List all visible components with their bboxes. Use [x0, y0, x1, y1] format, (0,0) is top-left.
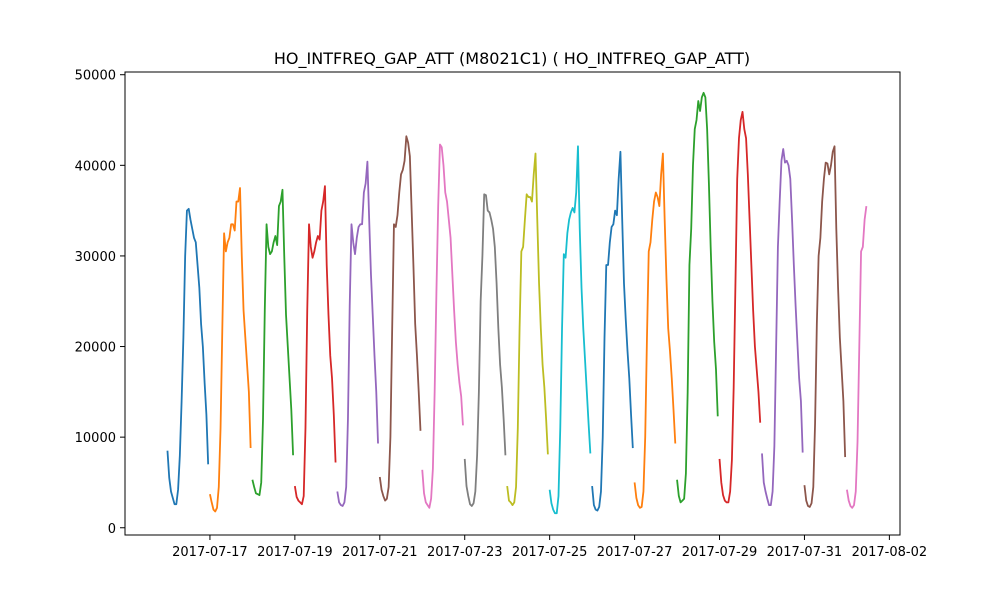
x-tick-label: 2017-07-19 [257, 545, 333, 560]
x-tick-label: 2017-07-31 [767, 545, 843, 560]
series-line-15 [761, 148, 804, 507]
y-axis: 0 10000 20000 30000 40000 50000 [75, 69, 125, 537]
series-line-10 [548, 145, 592, 515]
x-tick-label: 2017-07-27 [597, 545, 673, 560]
x-tick-label: 2017-07-23 [427, 545, 503, 560]
series-line-1 [166, 207, 210, 506]
series-line-14 [718, 110, 762, 504]
series-line-17 [846, 205, 868, 509]
x-tick-label: 2017-08-02 [852, 545, 928, 560]
series-line-9 [506, 152, 549, 507]
series-line-11 [591, 150, 634, 512]
y-tick-label: 40000 [75, 159, 116, 174]
y-tick-label: 50000 [75, 69, 116, 84]
series-line-13 [676, 91, 719, 504]
y-tick-label: 10000 [75, 431, 116, 446]
x-axis: 2017-07-17 2017-07-19 2017-07-21 2017-07-23… [172, 535, 927, 560]
series-line-4 [293, 185, 337, 506]
series-line-5 [336, 160, 379, 507]
series-line-3 [251, 188, 294, 497]
series-line-12 [633, 152, 677, 509]
y-tick-label: 0 [108, 522, 116, 537]
x-tick-label: 2017-07-21 [342, 545, 418, 560]
x-tick-label: 2017-07-29 [682, 545, 758, 560]
series-line-16 [803, 145, 847, 508]
series-line-7 [421, 143, 464, 509]
series-layer [166, 91, 868, 515]
chart-title: HO_INTFREQ_GAP_ATT (M8021C1) ( HO_INTFRE… [274, 49, 750, 69]
y-tick-label: 20000 [75, 341, 116, 356]
series-line-8 [463, 193, 507, 507]
series-line-2 [209, 187, 252, 513]
y-tick-label: 30000 [75, 250, 116, 265]
x-tick-label: 2017-07-25 [512, 545, 588, 560]
plot-frame [124, 71, 901, 536]
x-tick-label: 2017-07-17 [172, 545, 248, 560]
series-line-6 [378, 135, 422, 502]
